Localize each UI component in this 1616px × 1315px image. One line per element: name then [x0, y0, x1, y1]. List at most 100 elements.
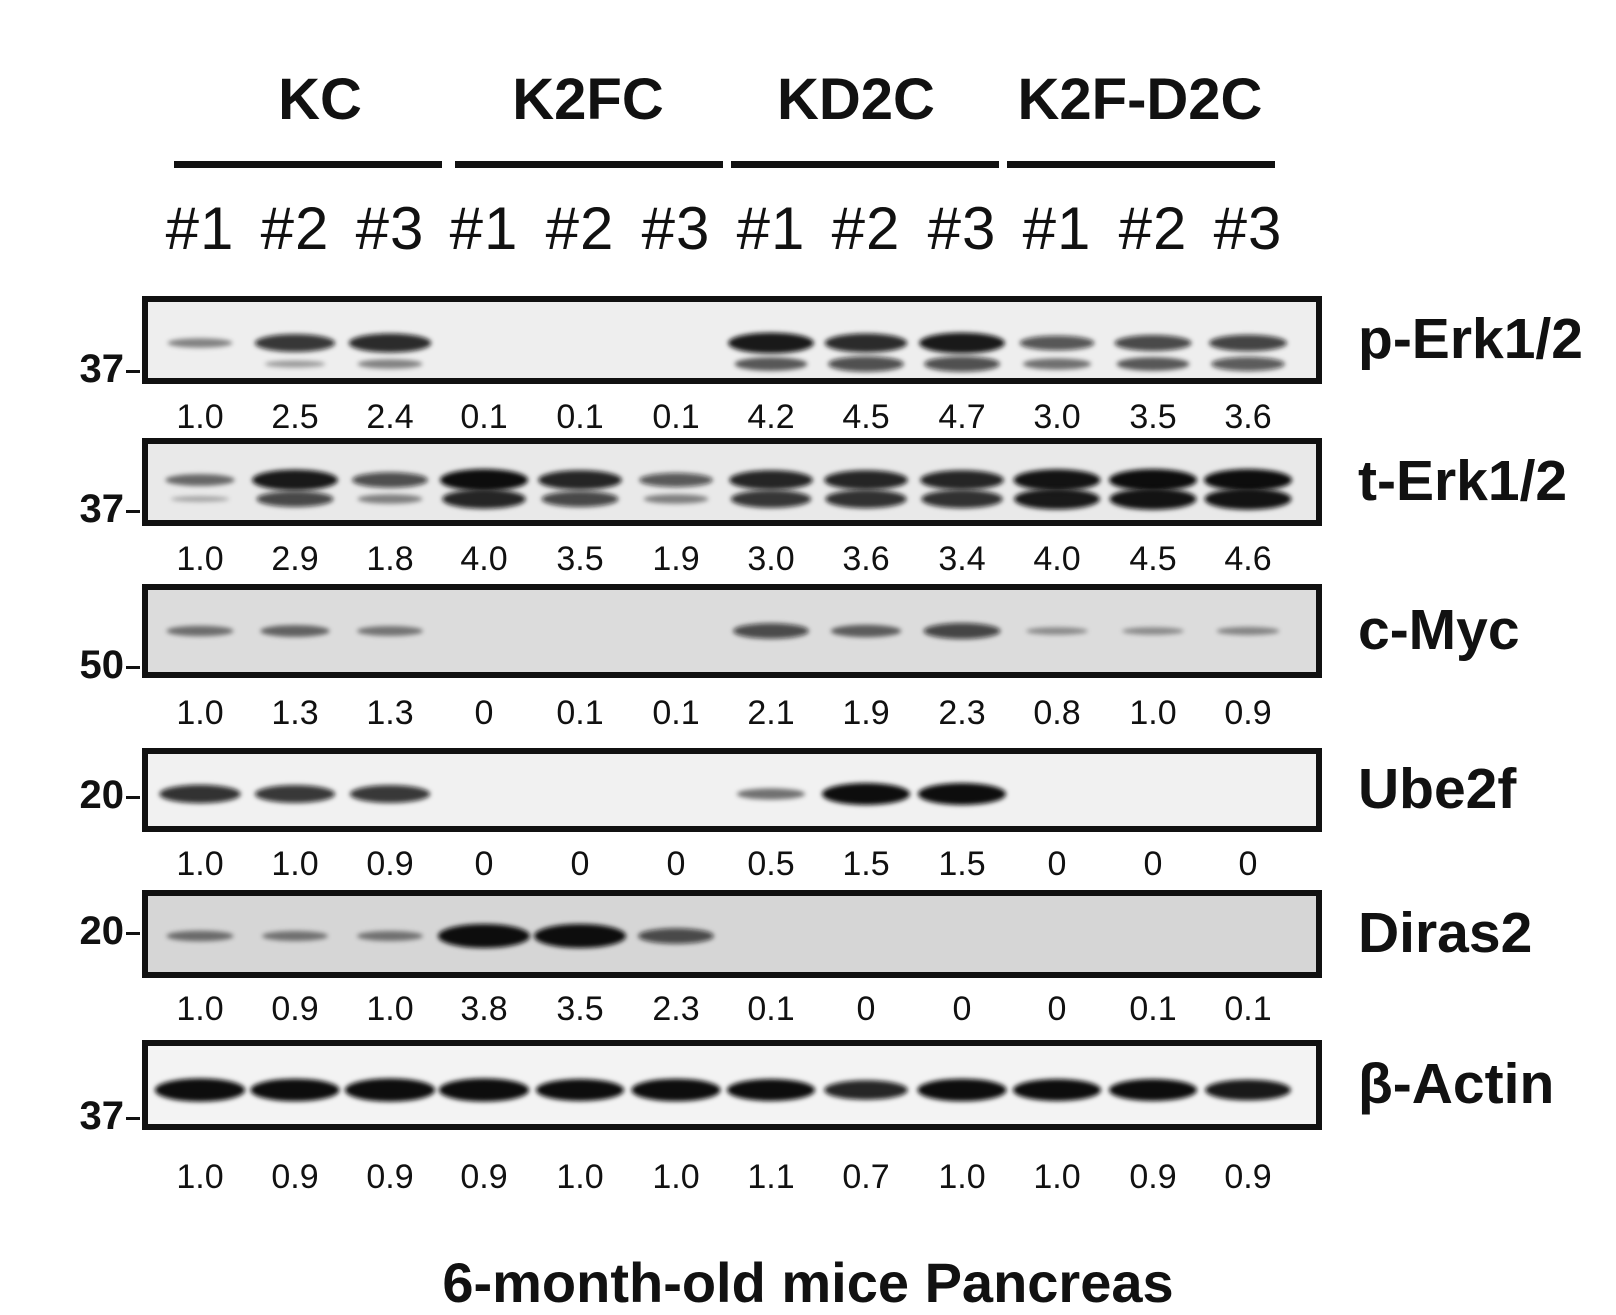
lower-band: [924, 356, 1000, 372]
quant-value: 0: [856, 990, 876, 1028]
lower-band: [541, 491, 619, 507]
figure-footer: 6-month-old mice Pancreas: [442, 1251, 1174, 1314]
quant-value: 2.4: [366, 398, 414, 436]
quant-value: 1.0: [366, 990, 414, 1028]
upper-band: [254, 334, 336, 352]
upper-band: [631, 1078, 721, 1102]
group-label-kc: KC: [278, 67, 362, 132]
quant-value: 3.5: [556, 990, 604, 1028]
mw-marker-label: 20: [79, 909, 125, 953]
quant-value: 3.5: [1129, 398, 1177, 436]
quant-value: 0.1: [1129, 990, 1177, 1028]
upper-band: [252, 469, 338, 491]
upper-band: [728, 332, 814, 354]
upper-band: [1019, 335, 1095, 351]
protein-label: β-Actin: [1358, 1052, 1555, 1116]
upper-band: [534, 924, 626, 948]
quant-value: 0.7: [842, 1158, 890, 1196]
quant-value: 0: [1143, 845, 1163, 883]
quant-value: 1.0: [176, 694, 224, 732]
quant-value: 0.9: [1224, 1158, 1272, 1196]
lower-band: [256, 491, 334, 507]
quant-value: 0.8: [1033, 694, 1081, 732]
quant-value: 2.3: [652, 990, 700, 1028]
mw-marker-label: 37: [79, 347, 125, 391]
quant-value: 1.1: [747, 1158, 795, 1196]
quant-value: 1.5: [842, 845, 890, 883]
protein-label: Ube2f: [1358, 757, 1517, 821]
lower-band: [643, 494, 709, 504]
quant-value: 1.0: [652, 1158, 700, 1196]
group-underline-kd2c: [731, 161, 999, 168]
upper-band: [352, 472, 428, 488]
quant-value: 0.1: [652, 398, 700, 436]
quant-value: 0.5: [747, 845, 795, 883]
upper-band: [438, 924, 530, 948]
quant-value: 0.9: [271, 990, 319, 1028]
quantification-row: 1.0 2.5 2.4 0.1 0.1 0.1 4.2 4.5 4.7 3.0 3.5 3.6: [0, 398, 1616, 438]
mw-marker-label: 50: [79, 643, 125, 687]
lane-label: #3: [641, 195, 711, 262]
upper-band: [729, 470, 813, 490]
lower-band: [357, 359, 423, 369]
quantification-row: 1.0 0.9 0.9 0.9 1.0 1.0 1.1 0.7 1.0 1.0 0.9 0.9: [0, 1158, 1616, 1198]
group-underline-k2f-d2c: [1007, 161, 1275, 168]
quant-value: 0: [1047, 845, 1067, 883]
lower-band: [1116, 357, 1190, 371]
lower-band: [1014, 488, 1100, 510]
lane-label: #2: [545, 195, 615, 262]
blot-bands: [165, 469, 1292, 510]
quant-value: 0: [474, 845, 494, 883]
upper-band: [166, 930, 234, 942]
lower-band: [828, 356, 904, 372]
quant-value: 4.5: [1129, 540, 1177, 578]
upper-band: [830, 624, 902, 638]
quant-value: 0.1: [1224, 990, 1272, 1028]
upper-band: [917, 1078, 1007, 1102]
upper-band: [923, 623, 1001, 639]
quant-value: 4.5: [842, 398, 890, 436]
quant-value: 1.0: [176, 1158, 224, 1196]
mw-marker-tick: [126, 1117, 140, 1120]
upper-band: [1109, 469, 1197, 491]
lane-label: #1: [449, 195, 519, 262]
quant-value: 4.2: [747, 398, 795, 436]
mw-marker-tick: [126, 510, 140, 513]
quant-value: 3.8: [460, 990, 508, 1028]
upper-band: [1205, 1079, 1291, 1101]
upper-band: [639, 472, 713, 488]
quant-value: 0.9: [271, 1158, 319, 1196]
blot-panel: [142, 438, 1322, 526]
blot-bands: [166, 623, 1280, 639]
protein-label: p-Erk1/2: [1358, 307, 1583, 371]
upper-band: [822, 783, 910, 805]
upper-band: [250, 1078, 340, 1102]
lane-label: #2: [260, 195, 330, 262]
quant-value: 3.0: [1033, 398, 1081, 436]
quant-value: 0.9: [1129, 1158, 1177, 1196]
quant-value: 1.3: [366, 694, 414, 732]
quant-value: 0.1: [652, 694, 700, 732]
quant-value: 4.0: [1033, 540, 1081, 578]
quant-value: 0.1: [460, 398, 508, 436]
quant-value: 2.9: [271, 540, 319, 578]
quantification-row: 1.0 0.9 1.0 3.8 3.5 2.3 0.1 0 0 0 0.1 0.1: [0, 990, 1616, 1030]
quant-value: 1.0: [176, 845, 224, 883]
group-label-k2f-d2c: K2F-D2C: [1017, 67, 1263, 132]
quant-value: 0: [666, 845, 686, 883]
lower-band: [1022, 358, 1092, 370]
protein-label: Diras2: [1358, 901, 1533, 965]
upper-band: [1216, 626, 1280, 636]
blot-panel: [142, 584, 1322, 678]
quant-value: 1.3: [271, 694, 319, 732]
quantification-row: 1.0 2.9 1.8 4.0 3.5 1.9 3.0 3.6 3.4 4.0 4.5 4.6: [0, 540, 1616, 580]
group-underline-kc: [174, 161, 442, 168]
upper-band: [440, 469, 528, 491]
group-underline-k2fc: [455, 161, 723, 168]
blot-panel: [142, 296, 1322, 384]
lane-label: #2: [831, 195, 901, 262]
quant-value: 3.5: [556, 540, 604, 578]
upper-band: [536, 1079, 624, 1101]
upper-band: [159, 784, 241, 804]
quant-value: 1.0: [1033, 1158, 1081, 1196]
